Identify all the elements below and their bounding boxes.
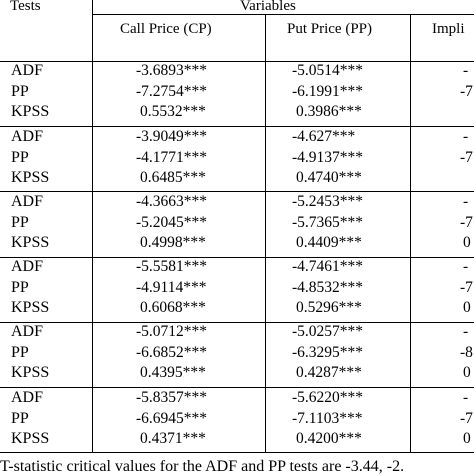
group-separator — [0, 322, 474, 323]
test-name-cell: KPSS — [11, 430, 50, 447]
group-separator — [0, 257, 474, 258]
put-price-value-cell: -5.7365*** — [292, 214, 364, 231]
call-price-value-cell: -5.5581*** — [136, 258, 208, 275]
implied-volatility-value-cell: 0 — [463, 299, 471, 316]
test-name-cell: KPSS — [11, 103, 50, 120]
test-name-cell: PP — [11, 214, 29, 231]
put-price-value-cell: 0.4409*** — [296, 234, 362, 251]
tests-column-header: Tests — [10, 0, 41, 14]
table-footnote: T-statistic critical values for the ADF … — [0, 458, 405, 475]
group-separator — [0, 387, 474, 388]
call-price-value-cell: 0.6485*** — [140, 169, 206, 186]
implied-volatility-value-cell: - — [463, 389, 469, 406]
header-bottom-rule — [0, 61, 474, 62]
table-bottom-rule — [0, 452, 474, 453]
put-price-value-cell: -4.9137*** — [292, 149, 364, 166]
test-name-cell: KPSS — [11, 234, 50, 251]
implied-volatility-value-cell: 0 — [463, 234, 471, 251]
implied-volatility-value-cell: -7 — [460, 83, 473, 100]
variables-header: Variables — [240, 0, 296, 14]
test-name-cell: ADF — [11, 128, 44, 145]
test-name-cell: ADF — [11, 323, 44, 340]
put-price-value-cell: -4.8532*** — [292, 279, 364, 296]
call-price-value-cell: -4.1771*** — [136, 149, 208, 166]
implied-volatility-value-cell: - — [463, 193, 469, 210]
call-price-value-cell: 0.6068*** — [140, 299, 206, 316]
implied-volatility-column-header: Impli — [432, 21, 465, 37]
column-divider — [265, 14, 266, 452]
test-name-cell: PP — [11, 410, 29, 427]
call-price-value-cell: -3.6893*** — [136, 62, 208, 79]
column-divider — [410, 14, 411, 452]
call-price-column-header: Call Price (CP) — [120, 21, 212, 37]
implied-volatility-value-cell: - — [463, 128, 469, 145]
implied-volatility-value-cell: -8 — [460, 344, 473, 361]
put-price-column-header: Put Price (PP) — [287, 21, 373, 37]
call-price-value-cell: -4.9114*** — [136, 279, 207, 296]
put-price-value-cell: -4.627*** — [292, 128, 356, 145]
call-price-value-cell: -5.8357*** — [136, 389, 208, 406]
test-name-cell: PP — [11, 344, 29, 361]
put-price-value-cell: -6.1991*** — [292, 83, 364, 100]
put-price-value-cell: -5.0257*** — [292, 323, 364, 340]
test-name-cell: KPSS — [11, 364, 50, 381]
implied-volatility-value-cell: -7 — [460, 410, 473, 427]
implied-volatility-value-cell: 0 — [463, 364, 471, 381]
tests-column-divider — [92, 0, 93, 452]
variables-underline — [92, 14, 474, 15]
test-name-cell: KPSS — [11, 299, 50, 316]
implied-volatility-value-cell: 0 — [463, 430, 471, 447]
put-price-value-cell: 0.5296*** — [296, 299, 362, 316]
test-name-cell: PP — [11, 149, 29, 166]
test-name-cell: PP — [11, 83, 29, 100]
put-price-value-cell: 0.3986*** — [296, 103, 362, 120]
call-price-value-cell: -5.0712*** — [136, 323, 208, 340]
test-name-cell: ADF — [11, 389, 44, 406]
implied-volatility-value-cell: -7 — [460, 214, 473, 231]
implied-volatility-value-cell: - — [463, 323, 469, 340]
call-price-value-cell: -6.6852*** — [136, 344, 208, 361]
call-price-value-cell: 0.4371*** — [140, 430, 206, 447]
call-price-value-cell: -3.9049*** — [136, 128, 208, 145]
put-price-value-cell: 0.4740*** — [296, 169, 362, 186]
call-price-value-cell: -4.3663*** — [136, 193, 208, 210]
put-price-value-cell: -4.7461*** — [292, 258, 364, 275]
test-name-cell: ADF — [11, 258, 44, 275]
group-separator — [0, 191, 474, 192]
call-price-value-cell: 0.5532*** — [140, 103, 206, 120]
test-name-cell: ADF — [11, 193, 44, 210]
test-name-cell: ADF — [11, 62, 44, 79]
call-price-value-cell: 0.4395*** — [140, 364, 206, 381]
implied-volatility-value-cell: -7 — [460, 279, 473, 296]
put-price-value-cell: -6.3295*** — [292, 344, 364, 361]
implied-volatility-value-cell: -7 — [460, 149, 473, 166]
implied-volatility-value-cell: - — [463, 258, 469, 275]
test-name-cell: PP — [11, 279, 29, 296]
put-price-value-cell: -5.6220*** — [292, 389, 364, 406]
call-price-value-cell: -5.2045*** — [136, 214, 208, 231]
put-price-value-cell: 0.4287*** — [296, 364, 362, 381]
test-name-cell: KPSS — [11, 169, 50, 186]
put-price-value-cell: 0.4200*** — [296, 430, 362, 447]
call-price-value-cell: -6.6945*** — [136, 410, 208, 427]
put-price-value-cell: -5.0514*** — [292, 62, 364, 79]
call-price-value-cell: 0.4998*** — [140, 234, 206, 251]
group-separator — [0, 126, 474, 127]
implied-volatility-value-cell: - — [463, 62, 469, 79]
put-price-value-cell: -5.2453*** — [292, 193, 364, 210]
put-price-value-cell: -7.1103*** — [292, 410, 363, 427]
call-price-value-cell: -7.2754*** — [136, 83, 208, 100]
